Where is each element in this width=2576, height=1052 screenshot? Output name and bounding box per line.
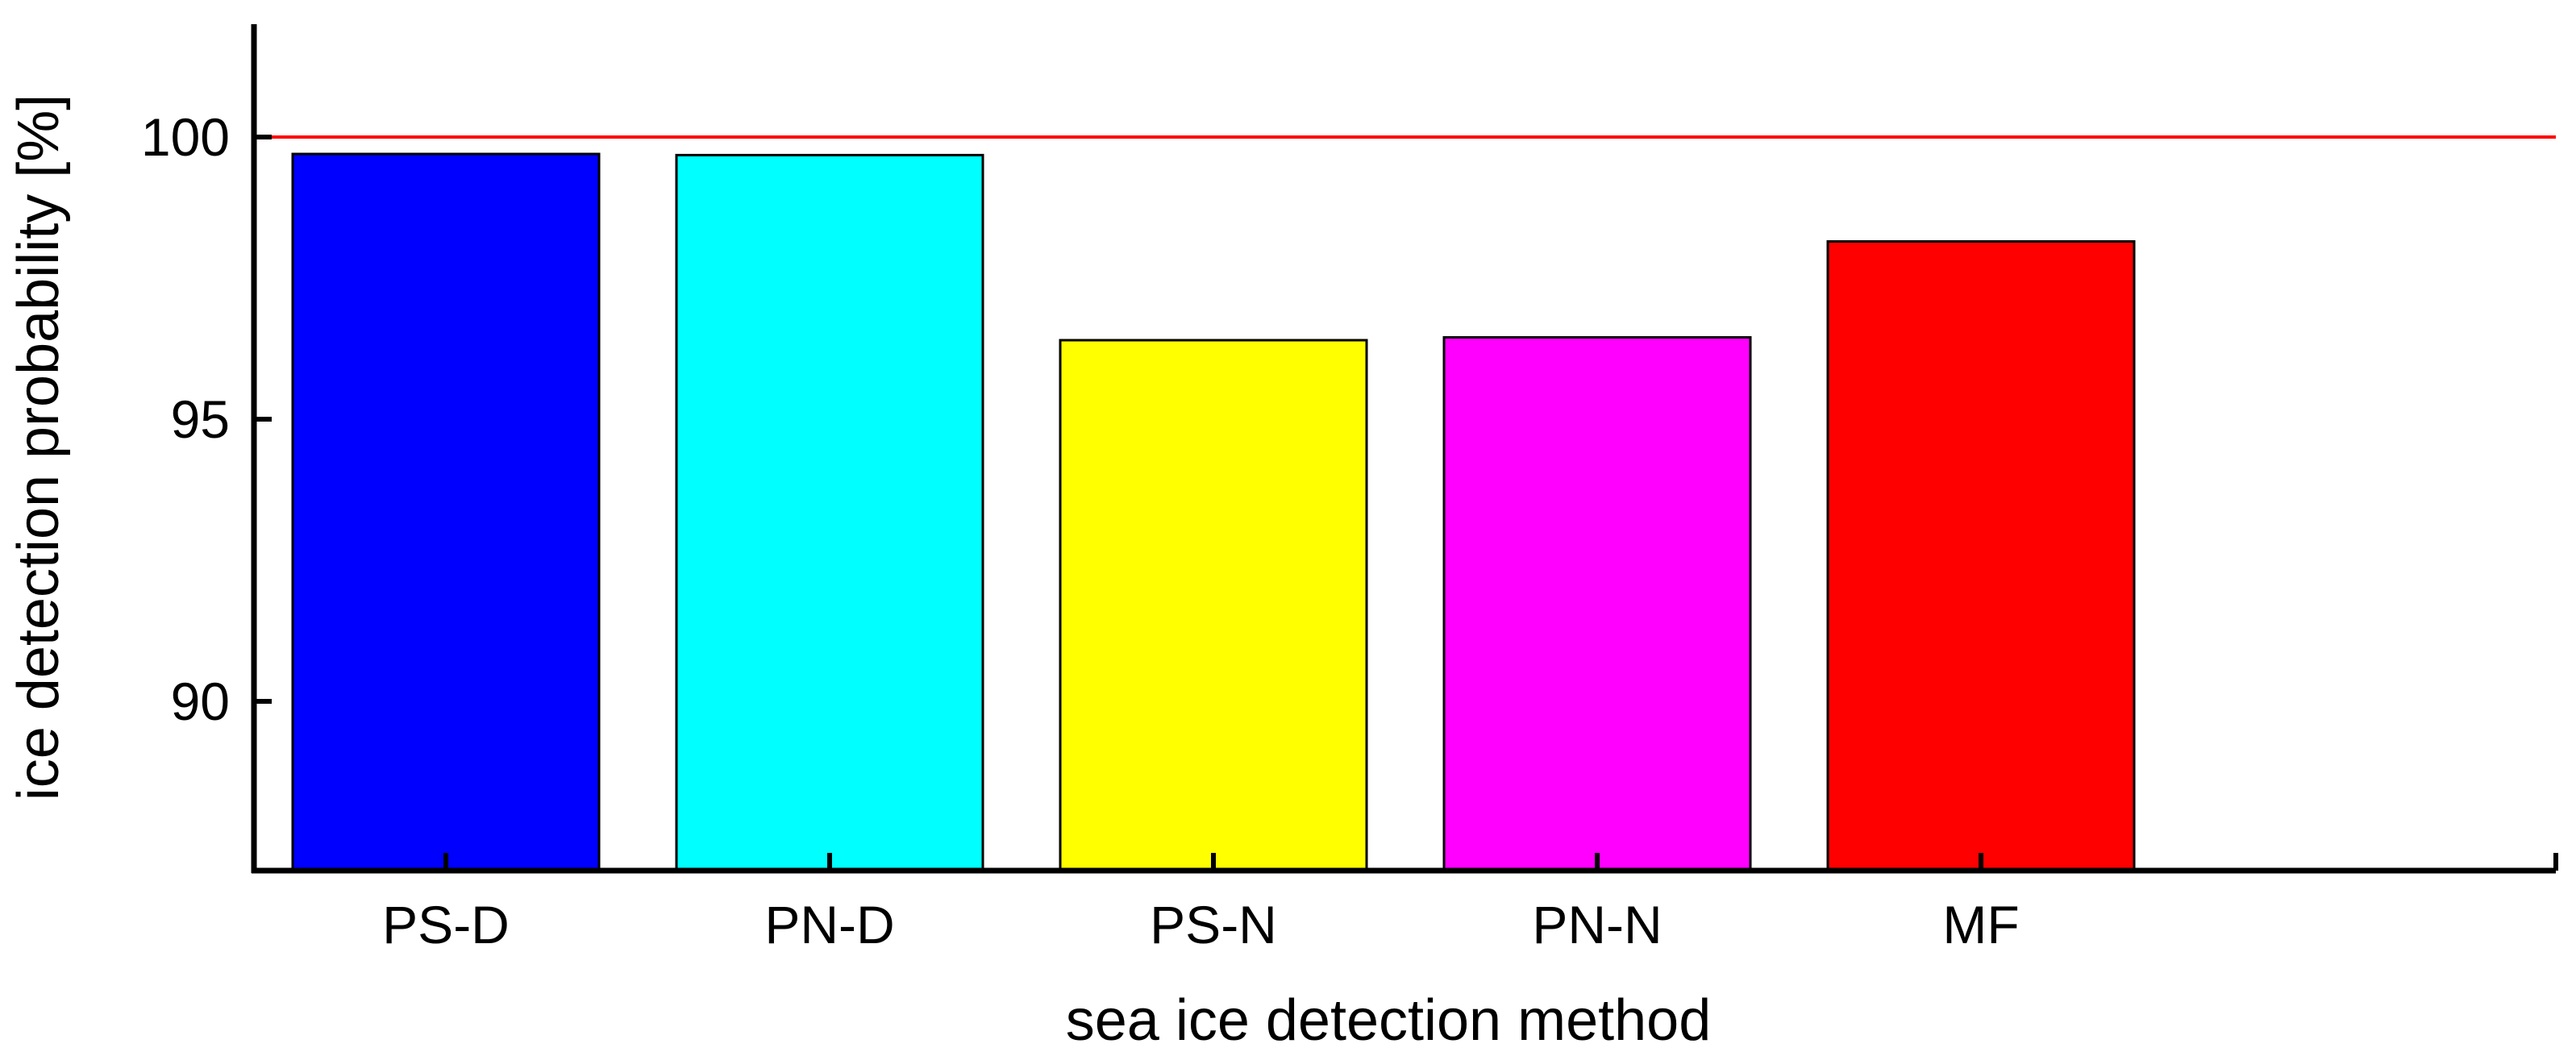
y-tick-label: 90: [171, 672, 230, 731]
bar-mf: [1828, 242, 2134, 871]
x-axis-title: sea ice detection method: [1066, 988, 1712, 1052]
bar-ps-d: [293, 154, 599, 871]
y-axis-title: ice detection probability [%]: [6, 94, 71, 800]
y-tick-label: 100: [141, 107, 230, 167]
bar-pn-d: [676, 155, 983, 871]
x-tick-label: PS-D: [382, 895, 510, 954]
x-tick-label: PS-N: [1150, 895, 1277, 954]
y-tick-label: 95: [171, 389, 230, 449]
x-tick-label: MF: [1942, 895, 2019, 954]
bar-pn-n: [1444, 338, 1750, 871]
bars-group: [293, 154, 2134, 871]
x-tick-label: PN-D: [764, 895, 894, 954]
x-tick-label: PN-N: [1532, 895, 1662, 954]
bar-ps-n: [1060, 340, 1367, 871]
